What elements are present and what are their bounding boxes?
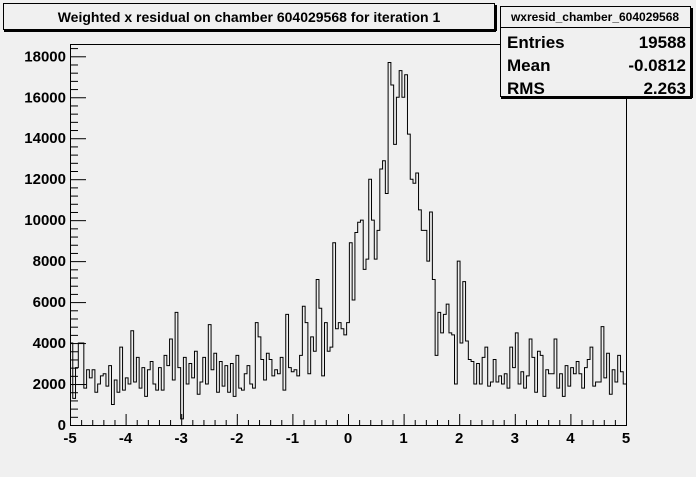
- stats-box: wxresid_chamber_604029568 Entries 19588 …: [500, 6, 693, 99]
- stats-rms-label: RMS: [507, 79, 545, 98]
- x-tick-label: 2: [455, 430, 463, 447]
- x-tick-label: -4: [119, 430, 133, 447]
- x-axis: -5 -4 -3 -2 -1 0 1 2 3 4 5: [63, 414, 630, 447]
- stats-histogram-name: wxresid_chamber_604029568: [510, 10, 679, 24]
- x-tick-label: -2: [230, 430, 243, 447]
- y-tick-label: 10000: [24, 212, 66, 229]
- title-box: Weighted x residual on chamber 604029568…: [3, 3, 497, 32]
- plot-frame: [70, 44, 627, 426]
- y-axis: 0 2000 4000 6000 8000 10000 12000 14000 16000 180…: [24, 48, 86, 434]
- y-tick-label: 6000: [33, 294, 66, 311]
- y-tick-label: 4000: [33, 335, 66, 352]
- y-tick-label: 12000: [24, 171, 66, 188]
- x-tick-label: 1: [399, 430, 407, 447]
- x-tick-label: 0: [344, 430, 352, 447]
- y-tick-label: 0: [58, 417, 66, 434]
- histogram-series-line: [70, 61, 626, 420]
- x-tick-label: 3: [511, 430, 519, 447]
- stats-entries-value: 19588: [639, 33, 686, 52]
- stats-mean-label: Mean: [507, 56, 550, 75]
- stats-rms-value: 2.263: [643, 79, 686, 98]
- y-tick-label: 14000: [24, 130, 66, 147]
- title-box-border: [3, 3, 495, 30]
- chart-title: Weighted x residual on chamber 604029568…: [58, 9, 441, 25]
- y-tick-label: 8000: [33, 253, 66, 270]
- stats-box-border: [500, 6, 691, 97]
- x-tick-label: 5: [622, 430, 630, 447]
- y-tick-label: 2000: [33, 376, 66, 393]
- stats-entries-label: Entries: [507, 33, 565, 52]
- x-tick-label: -1: [286, 430, 299, 447]
- y-tick-label: 16000: [24, 89, 66, 106]
- x-tick-label: -5: [63, 430, 76, 447]
- stats-mean-value: -0.0812: [628, 56, 686, 75]
- x-tick-label: 4: [566, 430, 575, 447]
- x-tick-label: -3: [175, 430, 188, 447]
- y-tick-label: 18000: [24, 48, 66, 65]
